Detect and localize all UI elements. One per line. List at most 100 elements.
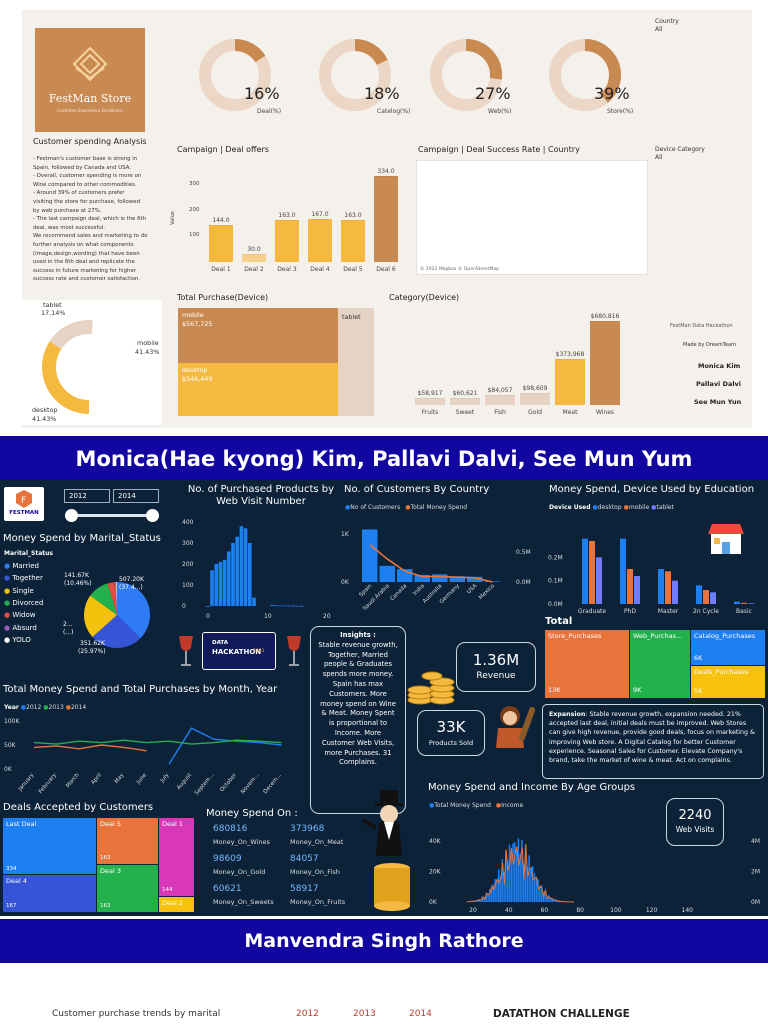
deals-title: Deals Accepted by Customers (3, 802, 154, 813)
desktop-tile[interactable]: desktop $546,449 (178, 363, 338, 416)
web-ytick-4: 100 (182, 582, 194, 589)
kpi-label-1: Deal(%) (257, 108, 282, 115)
age-bar-38 (531, 866, 534, 902)
insight-line-1: Stable revenue growth, (318, 640, 398, 649)
bottom-year-2013[interactable]: 2013 (353, 1009, 376, 1019)
kpi-donut-1 (199, 39, 271, 111)
marital-legend-item-3: ● Single (4, 587, 34, 595)
age-xtick-5: 100 (610, 907, 622, 914)
deal-3-label: Deal 3 (100, 867, 121, 875)
kpi-label-2: Catelog(%) (377, 108, 411, 115)
marital-legend-dot: ● (4, 623, 13, 632)
web-bar-3 (214, 564, 218, 606)
deal-3-tile[interactable]: Deal 3 163 (97, 865, 158, 912)
edu-bar-desktop-2 (620, 538, 626, 604)
age-xtick-4: 80 (576, 907, 584, 914)
kpi-label-3: Web(%) (488, 108, 512, 115)
analysis-line-3: - Overall, customer spending is more on (33, 173, 142, 180)
age-legend-income: Income (501, 802, 524, 809)
store-purchases-tile[interactable]: Store_Purchases 13K (545, 630, 629, 698)
month-ytick-2: 50K (4, 742, 17, 749)
logo-name: FestMan Store (48, 92, 132, 105)
campaign-bar-3 (275, 220, 299, 262)
hackathon-line2: HACKATHON (212, 648, 262, 656)
edu-bar-tablet-2 (634, 576, 640, 604)
hackathon-year: 2021 (253, 649, 265, 654)
credits-event: FestMan Data Hackathon (670, 323, 733, 329)
age-bar-31 (519, 854, 521, 902)
money-on-value-6: 58917 (290, 884, 319, 894)
insight-line-5: Spain has max (332, 679, 384, 688)
web-bar-13 (270, 604, 274, 606)
age-chart: 40K 20K 0K 4M 2M 0M 20 40 60 80 100 120 140 (429, 838, 760, 914)
edu-bar-desktop-4 (696, 585, 702, 604)
web-purchases-tile[interactable]: Web_Purchas... 9K (630, 630, 690, 698)
web-bar-1 (206, 606, 210, 607)
catalog-purchases-tile[interactable]: Catalog_Purchases 6K (691, 630, 765, 665)
edu-bar-mobile-3 (665, 571, 671, 604)
deal-1-tile[interactable]: Deal 1 144 (159, 818, 194, 896)
year-slider-start-handle[interactable] (65, 509, 78, 522)
campaign-bar-1 (209, 224, 233, 262)
year-slider-track[interactable] (70, 514, 152, 517)
month-line-y2014 (33, 744, 147, 752)
kpi-value-3: 27% (475, 84, 511, 103)
web-visits-card: 2240 Web Visits (666, 798, 724, 846)
last-deal-tile[interactable]: Last Deal 334 (3, 818, 96, 874)
money-on-label-4: Money_On_Fish (290, 868, 340, 876)
festman-logo-icon: F (16, 490, 32, 508)
country-map[interactable]: © 2021 Mapbox © OpenStreetMap (416, 160, 648, 275)
deal-5-tile[interactable]: Deal 5 163 (97, 818, 158, 864)
bottom-year-2012[interactable]: 2012 (296, 1009, 319, 1019)
deals-purchases-tile[interactable]: Deals_Purchases 5K (691, 666, 765, 698)
country-filter[interactable]: Country All (655, 18, 679, 34)
year-from-input[interactable]: 2012 (64, 489, 110, 503)
mobile-tile[interactable]: mobile $567,725 (178, 308, 338, 363)
dark-dashboard: F FESTMAN 2012 2014 Money Spend by Marit… (0, 480, 768, 916)
marital-label-c: 351.62K (80, 640, 105, 647)
deal-4-tile[interactable]: Deal 4 167 (3, 875, 96, 912)
year-slider-end-handle[interactable] (146, 509, 159, 522)
kpi-label-4: Store(%) (607, 108, 634, 115)
kpi-donut-fill (199, 39, 271, 111)
bottom-year-2014[interactable]: 2014 (409, 1009, 432, 1019)
marital-label-d2: (...) (63, 629, 74, 636)
category-bar-label-4: $98,609 (522, 384, 548, 392)
device-donut (42, 320, 136, 414)
age-bar-20 (499, 876, 502, 902)
age-bar-14 (489, 888, 491, 902)
education-legend: Device Used ●desktop ●mobile ●tablet (549, 504, 674, 511)
deal-2-tile[interactable]: Deal 2 (159, 897, 194, 912)
marital-legend-dot: ● (4, 574, 13, 583)
edu-bar-mobile-5 (741, 602, 747, 604)
age-bar-28 (514, 842, 516, 902)
web-ytick-5: 0 (182, 603, 186, 610)
age-bar-24 (506, 861, 509, 902)
web-bar-15 (278, 605, 283, 607)
marital-label-b2: (37.4...) (119, 584, 143, 591)
insights-text: Stable revenue growth, Together, Married p… (311, 641, 405, 768)
age-yleft-2: 20K (429, 869, 442, 876)
web-bar-5 (222, 559, 227, 606)
category-bar-4 (520, 392, 550, 405)
desktop-slice (42, 320, 136, 414)
products-label: Products Sold (428, 739, 474, 747)
tablet-slice (42, 320, 136, 414)
insight-line-12: more Purchases. 31 (324, 748, 392, 757)
logo-tagline: Customer Experience Excellence (57, 108, 123, 113)
education-legend-mobile: mobile (628, 504, 650, 511)
campaign-bar-label-3: 163.0 (278, 212, 296, 220)
device-filter[interactable]: Device Category All (655, 146, 705, 162)
tablet-tile[interactable]: tablet (338, 308, 374, 416)
age-bar-41 (537, 879, 539, 902)
age-bar-35 (526, 867, 529, 902)
category-bar-label-6: $680,816 (590, 313, 620, 320)
age-bar-21 (501, 859, 504, 902)
age-xtick-7: 140 (682, 907, 694, 914)
bottom-strip: Customer purchase trends by marital 2012… (0, 1006, 768, 1024)
age-bar-43 (540, 885, 543, 902)
deal-2-label: Deal 2 (162, 899, 183, 907)
country-yright-1: 0.5M (516, 549, 531, 556)
year-to-input[interactable]: 2014 (113, 489, 159, 503)
money-on-value-3: 98609 (213, 854, 242, 864)
